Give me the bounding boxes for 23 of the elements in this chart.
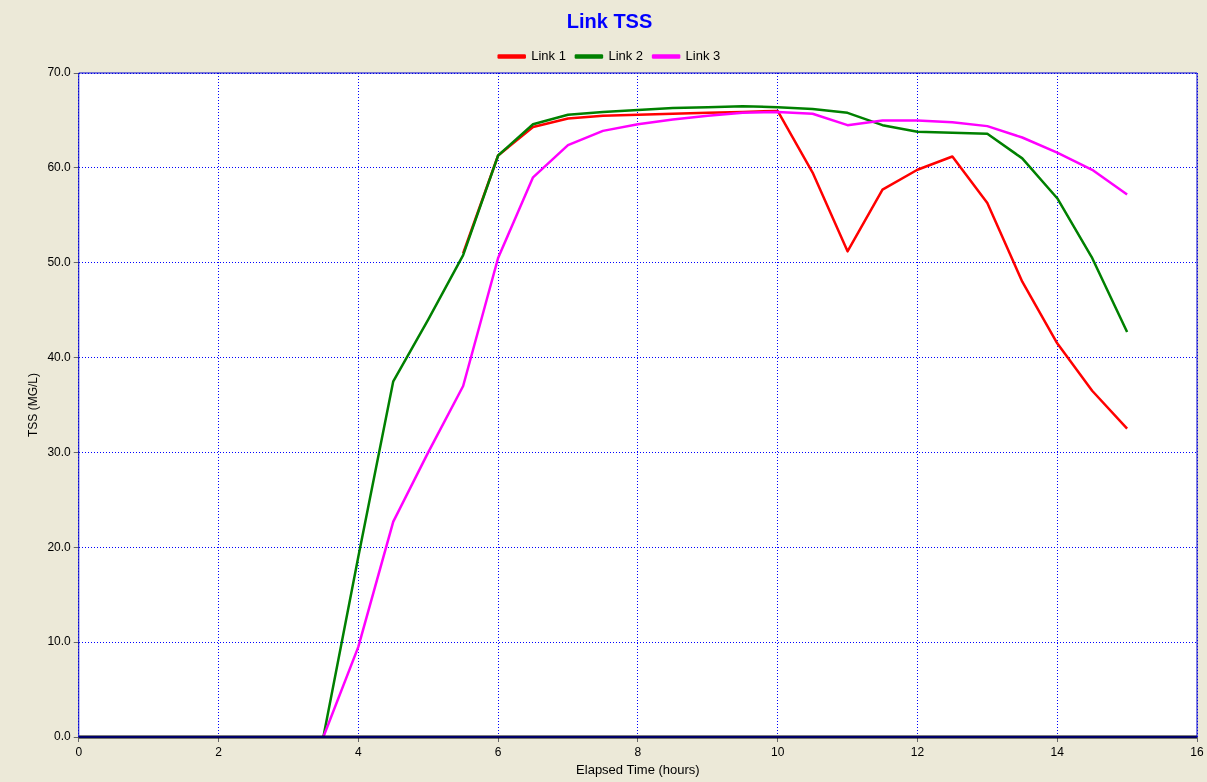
legend-label: Link 3 — [685, 48, 721, 64]
x-tick-label: 6 — [494, 744, 502, 759]
y-axis-title: TSS (MG/L) — [25, 372, 40, 438]
x-tick-label: 10 — [770, 744, 785, 759]
x-tick-label: 16 — [1190, 744, 1204, 759]
x-tick-label: 2 — [215, 744, 223, 759]
y-tick-label: 50.0 — [47, 255, 72, 270]
legend-label: Link 1 — [531, 48, 566, 64]
legend-label: Link 2 — [608, 48, 644, 64]
y-tick-label: 70.0 — [47, 65, 72, 80]
x-tick-label: 0 — [75, 744, 83, 759]
x-tick-label: 12 — [910, 744, 925, 759]
x-tick-label: 14 — [1050, 744, 1065, 759]
y-tick-label: 40.0 — [47, 349, 72, 364]
chart-title: Link TSS — [566, 9, 653, 32]
x-axis-title: Elapsed Time (hours) — [576, 761, 700, 777]
y-tick-label: 30.0 — [47, 444, 72, 459]
x-tick-label: 4 — [354, 744, 362, 759]
y-tick-label: 0.0 — [54, 729, 72, 744]
y-tick-label: 60.0 — [47, 160, 72, 175]
y-tick-label: 20.0 — [47, 539, 72, 554]
x-tick-label: 8 — [634, 744, 642, 759]
y-tick-label: 10.0 — [47, 634, 72, 649]
